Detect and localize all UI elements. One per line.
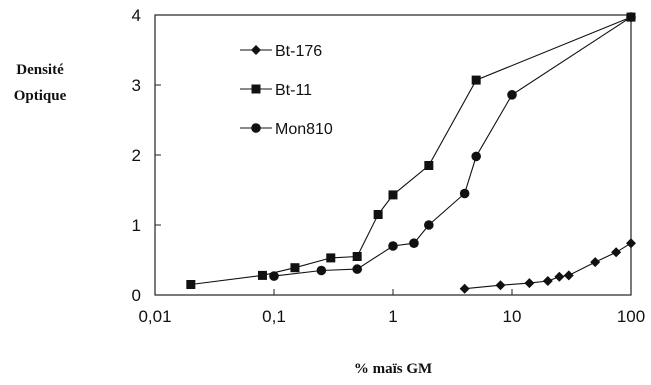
data-point-mon810 [388,241,398,251]
data-point-bt-11 [352,252,362,261]
data-point-bt-11 [290,263,300,273]
y-tick-label: 0 [132,286,141,305]
y-axis-title-line2: Optique [14,88,67,104]
legend-marker [251,45,261,55]
data-point-mon810 [459,188,470,199]
x-tick-label: 0,1 [262,307,286,326]
series-bt-176 [459,238,636,294]
legend-item-bt-11: Bt-11 [240,82,312,99]
legend: Bt-176 Bt-11 Mon810 [240,43,333,138]
axis-ticks: 0,01 0,1 1 10 100 0 1 2 3 4 [132,6,646,326]
data-point-mon810 [471,151,481,162]
x-tick-label: 10 [503,307,522,326]
data-point-bt-176 [524,278,535,289]
data-point-mon810 [409,238,419,248]
data-point-bt-176 [626,238,636,249]
x-axis-title: % maïs GM [354,361,432,377]
data-point-bt-11 [326,253,336,263]
data-point-bt-11 [388,190,398,200]
plot-frame [154,14,632,296]
data-point-bt-176 [554,271,565,282]
data-point-bt-11 [186,280,196,289]
legend-label: Bt-11 [275,82,312,99]
data-point-bt-11 [373,210,383,219]
x-tick-label: 1 [388,307,397,326]
series-mon810 [269,12,636,281]
legend-item-mon810: Mon810 [240,121,333,138]
y-tick-label: 2 [132,146,141,165]
y-axis-title-line1: Densité [16,62,64,78]
data-point-bt-176 [495,280,506,291]
data-point-mon810 [316,265,327,276]
data-point-bt-11 [424,161,434,170]
y-tick-label: 3 [132,76,141,95]
series-line-mon810 [273,16,632,277]
data-point-bt-176 [459,283,470,294]
y-tick-label: 4 [132,6,141,25]
series-line-bt-11 [190,16,632,286]
data-point-bt-11 [471,75,481,85]
series-layer [186,12,636,294]
data-point-bt-176 [563,270,574,281]
data-point-mon810 [626,12,636,22]
data-point-bt-176 [590,257,601,268]
legend-marker [251,84,261,94]
data-point-bt-11 [257,270,267,280]
data-point-mon810 [352,264,362,274]
legend-item-bt-176: Bt-176 [240,43,322,60]
x-tick-label: 0,01 [138,307,171,326]
data-point-bt-176 [611,247,622,258]
y-tick-label: 1 [132,216,141,235]
x-tick-label: 100 [617,307,645,326]
data-point-mon810 [269,271,279,281]
legend-marker [251,123,261,133]
data-point-mon810 [424,220,434,230]
legend-label: Mon810 [275,121,333,138]
data-point-mon810 [507,90,517,100]
series-bt-11 [186,12,636,289]
legend-label: Bt-176 [275,43,322,60]
data-point-bt-176 [542,276,553,286]
